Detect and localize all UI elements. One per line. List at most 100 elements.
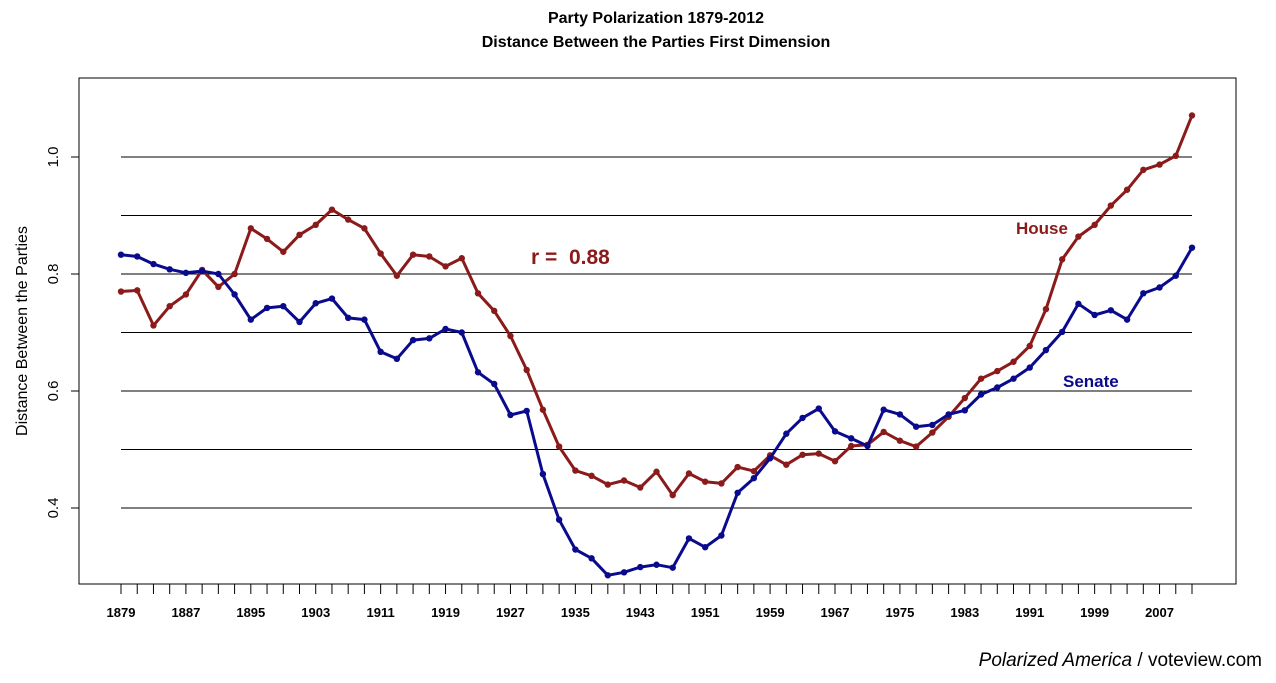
senate-point-1955 <box>734 489 741 496</box>
senate-point-1949 <box>685 535 693 542</box>
house-point-1881 <box>134 287 141 294</box>
senate-point-1973 <box>880 406 887 413</box>
x-tick-label-1919: 1919 <box>431 605 460 620</box>
house-point-1891 <box>215 283 222 291</box>
source-credit: Polarized America / voteview.com <box>979 650 1262 672</box>
senate-point-1891 <box>215 270 222 278</box>
y-tick-label-0: 0.4 <box>45 498 62 519</box>
senate-point-1931 <box>539 470 547 478</box>
senate-point-1945 <box>653 561 660 568</box>
plot-frame <box>78 77 1237 585</box>
senate-point-1903 <box>312 300 319 307</box>
senate-point-1907 <box>344 314 352 322</box>
credit-book-title: Polarized America <box>978 650 1133 671</box>
house-point-1989 <box>1010 358 1017 365</box>
senate-point-1943 <box>637 563 644 571</box>
senate-series-label: Senate <box>1063 372 1119 391</box>
house-point-1983 <box>961 394 969 402</box>
senate-point-1969 <box>848 435 855 442</box>
senate-point-1989 <box>1010 375 1017 382</box>
senate-point-1935 <box>572 546 579 553</box>
house-point-1957 <box>750 467 758 475</box>
house-point-1919 <box>442 263 449 270</box>
x-axis: 1879 1887 1895 1903 1911 1919 1927 1935 1943 1951… <box>107 584 1193 620</box>
senate-point-1965 <box>815 405 822 412</box>
house-point-1929 <box>523 366 530 374</box>
house-point-1907 <box>344 216 352 223</box>
house-point-1937 <box>588 472 595 480</box>
senate-point-2001 <box>1107 307 1115 314</box>
house-point-1879 <box>117 288 125 295</box>
senate-point-2011 <box>1188 244 1196 251</box>
y-tick-label-1: 0.6 <box>45 381 62 402</box>
x-tick-label-1967: 1967 <box>821 605 850 620</box>
senate-point-1939 <box>604 572 612 579</box>
house-point-1949 <box>685 470 693 477</box>
house-point-1905 <box>328 206 336 213</box>
x-tick-label-1999: 1999 <box>1080 605 1109 620</box>
house-point-1885 <box>166 302 173 310</box>
senate-point-1933 <box>555 516 563 523</box>
x-tick-label-1975: 1975 <box>885 605 914 620</box>
chart-subtitle: Distance Between the Parties First Dimen… <box>482 34 831 51</box>
house-point-1995 <box>1058 256 1066 263</box>
house-point-1931 <box>539 406 547 413</box>
senate-point-2003 <box>1123 316 1131 323</box>
house-point-1941 <box>620 477 628 484</box>
house-point-1897 <box>263 235 271 243</box>
house-point-1979 <box>929 429 936 436</box>
house-point-1911 <box>377 250 384 257</box>
senate-point-1999 <box>1091 311 1098 319</box>
x-tick-label-1927: 1927 <box>496 605 525 620</box>
senate-point-1951 <box>701 543 709 551</box>
senate-point-1979 <box>929 421 936 429</box>
senate-point-1887 <box>182 269 190 277</box>
house-point-1917 <box>426 253 433 260</box>
chart-title: Party Polarization 1879-2012 <box>548 10 764 27</box>
y-tick-label-3: 1.0 <box>45 147 62 168</box>
senate-point-1983 <box>961 407 969 414</box>
senate-point-1971 <box>864 442 871 450</box>
gridlines <box>121 156 1192 509</box>
senate-point-1953 <box>718 532 725 539</box>
senate-point-1909 <box>361 316 368 323</box>
x-tick-label-1895: 1895 <box>236 605 265 620</box>
house-point-1953 <box>718 480 725 487</box>
x-tick-label-1887: 1887 <box>171 605 200 620</box>
house-point-2009 <box>1172 152 1179 160</box>
house-point-1939 <box>604 481 612 488</box>
senate-point-2009 <box>1172 272 1179 279</box>
house-point-1965 <box>815 450 822 457</box>
senate-point-1895 <box>247 316 255 323</box>
x-tick-label-2007: 2007 <box>1145 605 1174 620</box>
senate-point-1977 <box>912 423 920 430</box>
house-point-1947 <box>669 491 676 499</box>
senate-point-1927 <box>507 411 514 419</box>
house-point-2001 <box>1107 202 1115 209</box>
house-point-1975 <box>896 437 904 444</box>
senate-point-1991 <box>1026 364 1033 371</box>
house-point-1925 <box>491 307 498 315</box>
senate-point-1897 <box>263 304 271 312</box>
senate-point-1997 <box>1075 300 1082 308</box>
house-point-1903 <box>312 221 319 229</box>
house-point-1993 <box>1042 305 1050 313</box>
house-point-1921 <box>458 255 465 262</box>
senate-point-2005 <box>1140 290 1147 297</box>
house-point-1923 <box>474 290 482 297</box>
senate-point-1985 <box>977 391 985 398</box>
senate-point-1995 <box>1058 328 1066 336</box>
credit-separator: / <box>1132 650 1148 671</box>
credit-site: voteview.com <box>1147 650 1262 671</box>
house-point-1935 <box>572 467 579 474</box>
senate-point-1987 <box>994 384 1001 391</box>
senate-point-1911 <box>377 348 384 356</box>
senate-point-1975 <box>896 411 904 418</box>
senate-point-1957 <box>750 474 758 482</box>
x-tick-label-1983: 1983 <box>950 605 979 620</box>
house-point-1895 <box>247 225 255 232</box>
senate-point-1883 <box>150 260 157 268</box>
senate-point-2007 <box>1156 284 1163 291</box>
senate-point-1915 <box>409 336 417 344</box>
house-point-1899 <box>280 248 287 255</box>
